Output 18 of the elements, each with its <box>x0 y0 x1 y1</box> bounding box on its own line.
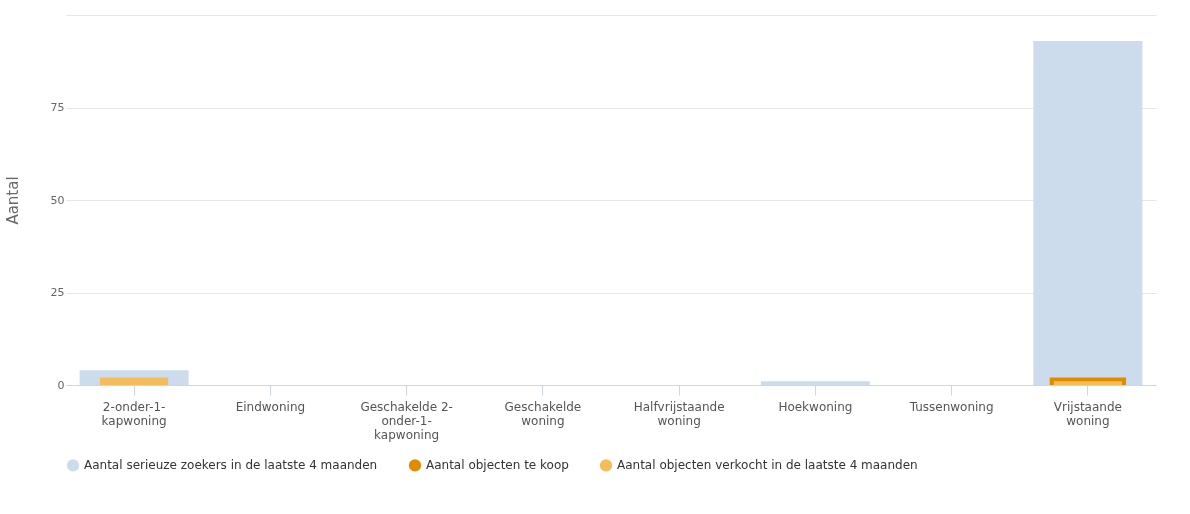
legend-label: Aantal objecten te koop <box>426 458 569 473</box>
x-tick-label: Hoekwoning <box>778 399 853 414</box>
bar <box>1053 381 1122 385</box>
y-tick-label: 25 <box>50 286 65 299</box>
x-tick-label: 2-onder-1-kapwoning <box>101 399 167 428</box>
bar <box>100 377 169 385</box>
x-tick-label: Geschakelde woning <box>504 399 582 428</box>
x-tick-label: Halfvrijstaande woning <box>633 399 725 428</box>
x-tick-label: Tussenwoning <box>908 399 994 414</box>
y-tick-label: 50 <box>50 193 65 207</box>
legend-label: Aantal serieuze zoekers in de laatste 4 maanden <box>84 458 378 473</box>
y-tick-label: 0 <box>57 378 65 392</box>
x-tick-label: Eindwoning <box>235 399 306 414</box>
x-tick-label: Vrijstaande woning <box>1053 399 1122 428</box>
x-tick-label: Geschakelde 2-onder-1-kapwoning <box>360 399 453 442</box>
legend-label: Aantal objecten verkocht in de laatste 4 maanden <box>617 458 918 473</box>
y-axis-title: Aantal <box>3 176 22 225</box>
y-tick-label: 75 <box>50 101 65 114</box>
